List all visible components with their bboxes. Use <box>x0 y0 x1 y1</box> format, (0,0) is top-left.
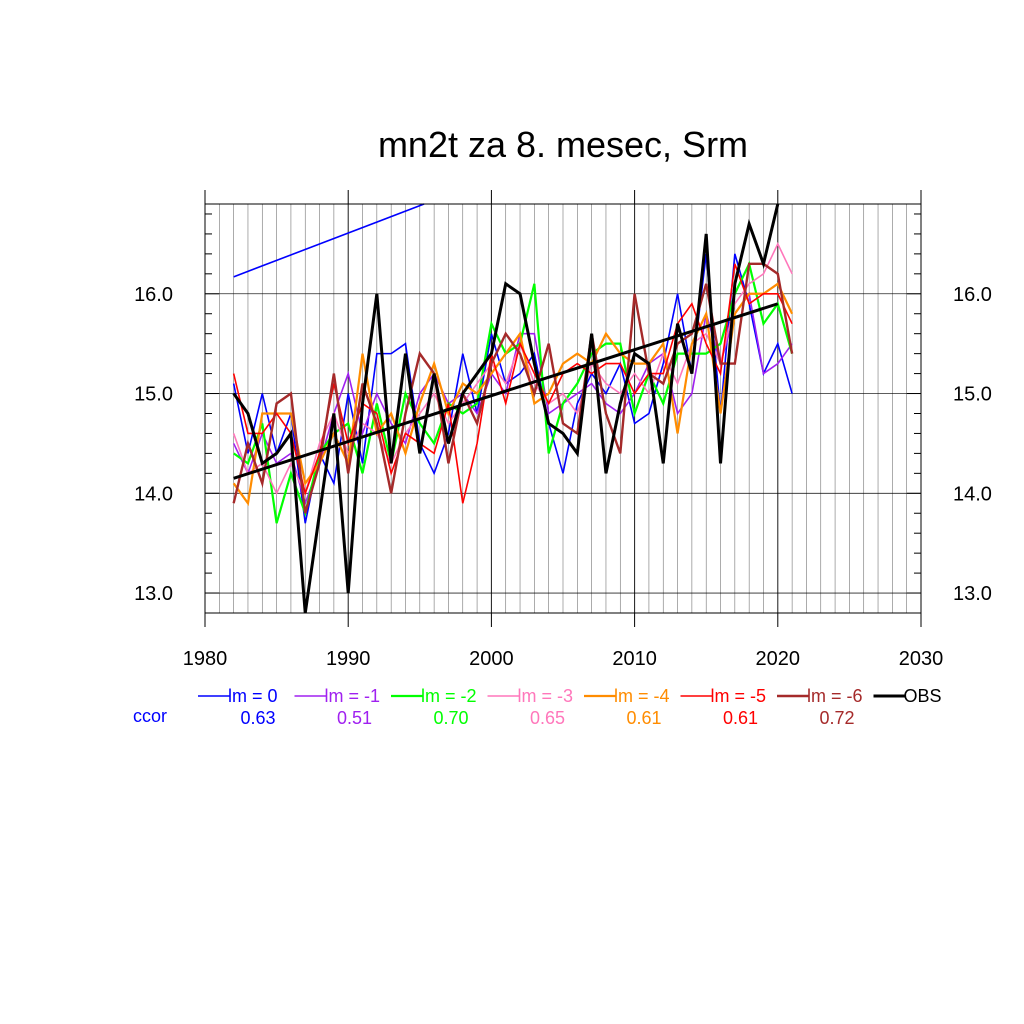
legend-label: lm = -1 <box>325 686 381 706</box>
ccor-value: 0.72 <box>819 708 854 728</box>
legend: lm = 0 lm = -1 lm = -2 lm = -3 lm = -4 lm = -… <box>133 686 942 728</box>
y-tick-label-left: 14.0 <box>134 483 173 505</box>
ccor-value: 0.65 <box>530 708 565 728</box>
x-tick-label: 2020 <box>756 648 801 670</box>
trend-lines <box>233 203 779 480</box>
axes: 1980 1990 2000 2010 2020 2030 13.0 13.0 14.0 14.0… <box>134 190 992 670</box>
x-tick-label: 1980 <box>183 648 228 670</box>
y-tick-label-right: 14.0 <box>953 483 992 505</box>
ccor-value: 0.61 <box>626 708 661 728</box>
trend-line-0 <box>233 203 425 278</box>
y-tick-label-right: 15.0 <box>953 384 992 406</box>
series-line-2 <box>233 260 794 524</box>
ccor-label: ccor <box>133 706 167 726</box>
y-tick-label-right: 13.0 <box>953 583 992 605</box>
legend-label: lm = -2 <box>421 686 477 706</box>
legend-label: OBS <box>904 686 942 706</box>
series-line-7 <box>232 203 780 614</box>
grid <box>205 204 921 613</box>
legend-label: lm = -4 <box>614 686 670 706</box>
trend-line-1 <box>233 302 779 480</box>
x-tick-label: 2030 <box>899 648 944 670</box>
ccor-value: 0.61 <box>723 708 758 728</box>
plot-frame <box>204 203 922 614</box>
y-tick-label-left: 16.0 <box>134 284 173 306</box>
chart-title: mn2t za 8. mesec, Srm <box>377 124 749 165</box>
legend-label: lm = 0 <box>228 686 278 706</box>
x-tick-label: 1990 <box>326 648 371 670</box>
y-tick-label-right: 16.0 <box>953 284 992 306</box>
x-tick-label: 2010 <box>612 648 657 670</box>
legend-label: lm = -5 <box>711 686 767 706</box>
y-tick-label-left: 15.0 <box>134 384 173 406</box>
y-tick-label-left: 13.0 <box>134 583 173 605</box>
legend-label: lm = -6 <box>807 686 863 706</box>
ccor-value: 0.51 <box>337 708 372 728</box>
legend-label: lm = -3 <box>518 686 574 706</box>
ccor-value: 0.63 <box>240 708 275 728</box>
x-tick-label: 2000 <box>469 648 514 670</box>
ccor-value: 0.70 <box>433 708 468 728</box>
series-lines <box>232 203 794 614</box>
series-line-3 <box>232 242 793 496</box>
